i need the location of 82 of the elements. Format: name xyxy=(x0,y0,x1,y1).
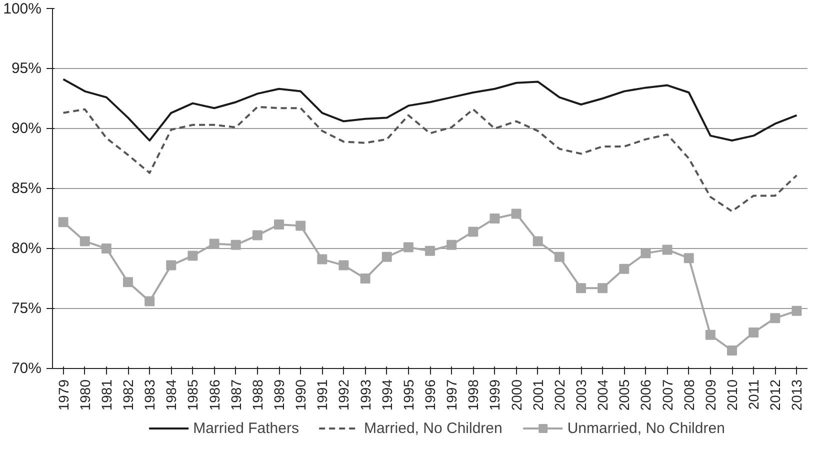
x-tick-label: 2012 xyxy=(767,379,784,411)
x-tick-label: 1986 xyxy=(206,379,222,411)
point xyxy=(511,208,522,219)
point xyxy=(274,220,284,230)
x-tick-label: 2013 xyxy=(788,379,805,411)
point xyxy=(360,274,370,284)
point xyxy=(640,248,651,258)
legend-label: Married Fathers xyxy=(193,420,299,436)
x-tick-label: 2011 xyxy=(746,379,762,410)
point xyxy=(338,260,349,270)
point xyxy=(662,244,672,255)
point xyxy=(209,238,220,249)
x-tick-label: 2001 xyxy=(530,379,546,411)
point xyxy=(252,230,262,240)
x-tick-label: 1991 xyxy=(314,379,330,411)
line-series xyxy=(62,78,798,142)
x-tick-label: 1992 xyxy=(336,379,352,411)
x-tick-label: 1979 xyxy=(55,379,72,411)
x-tick-label: 1995 xyxy=(400,379,416,411)
point xyxy=(792,306,802,316)
point xyxy=(123,277,133,288)
point xyxy=(748,328,759,338)
point xyxy=(576,283,586,294)
x-tick-label: 2006 xyxy=(638,379,654,411)
point xyxy=(554,252,564,262)
x-tick-label: 1984 xyxy=(163,379,180,411)
y-tick-label: 80% xyxy=(11,240,42,257)
x-tick-label: 1997 xyxy=(444,379,460,411)
x-tick-label: 1996 xyxy=(422,379,438,411)
point xyxy=(532,236,543,246)
x-tick-label: 2010 xyxy=(724,379,740,411)
point xyxy=(490,214,500,224)
point xyxy=(598,283,608,294)
point xyxy=(166,260,176,270)
x-tick-label: 1987 xyxy=(228,379,244,411)
point xyxy=(727,346,737,356)
point xyxy=(619,264,630,274)
point xyxy=(296,220,306,231)
point xyxy=(446,240,457,250)
point xyxy=(317,254,328,264)
point xyxy=(382,252,392,262)
point xyxy=(80,236,90,246)
x-tick-label: 1989 xyxy=(271,379,287,411)
point xyxy=(705,330,716,340)
y-tick-label: 75% xyxy=(11,300,42,317)
y-tick-label: 95% xyxy=(11,60,42,77)
point xyxy=(425,246,435,256)
x-tick-label: 2005 xyxy=(616,379,632,411)
x-tick-label: 1985 xyxy=(184,379,201,411)
point xyxy=(144,296,155,306)
line-series xyxy=(62,106,798,212)
point xyxy=(468,226,478,237)
x-tick-label: 1981 xyxy=(98,379,114,411)
legend-label: Unmarried, No Children xyxy=(567,420,725,436)
point xyxy=(230,240,241,250)
x-tick-label: 1980 xyxy=(76,379,93,411)
point xyxy=(101,244,112,254)
y-tick-label: 100% xyxy=(3,0,42,18)
y-tick-label: 90% xyxy=(11,120,42,137)
x-tick-label: 1990 xyxy=(292,379,309,411)
x-tick-label: 2009 xyxy=(702,379,718,411)
point xyxy=(770,313,780,324)
y-tick-label: 70% xyxy=(11,360,42,377)
x-tick-label: 2004 xyxy=(594,379,611,411)
x-tick-label: 1999 xyxy=(486,379,503,411)
y-tick-label: 85% xyxy=(11,180,42,197)
x-tick-label: 2003 xyxy=(573,379,589,411)
x-tick-label: 1993 xyxy=(357,379,374,411)
x-tick-label: 2002 xyxy=(551,379,568,411)
point xyxy=(684,253,694,264)
legend-label: Married, No Children xyxy=(364,420,502,436)
x-tick-label: 1983 xyxy=(142,379,158,411)
point xyxy=(58,217,68,228)
x-tick-label: 1998 xyxy=(465,379,482,411)
point xyxy=(403,242,414,252)
x-tick-label: 2007 xyxy=(659,379,676,411)
point xyxy=(188,250,198,261)
x-tick-label: 1988 xyxy=(249,379,266,411)
x-tick-label: 1982 xyxy=(120,379,136,411)
x-tick-label: 2000 xyxy=(508,379,524,411)
x-tick-label: 2008 xyxy=(680,379,697,411)
x-tick-label: 1994 xyxy=(378,379,395,411)
